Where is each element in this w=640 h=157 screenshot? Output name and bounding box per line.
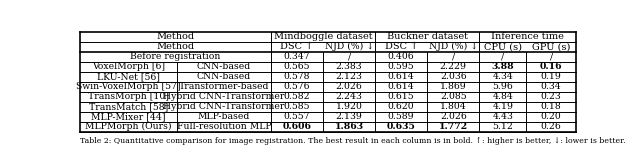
Text: 0.589: 0.589 [388, 112, 415, 121]
Text: NJD (%) ↓: NJD (%) ↓ [324, 42, 374, 51]
Text: Hybrid CNN-Transformer: Hybrid CNN-Transformer [163, 92, 285, 101]
Text: 0.18: 0.18 [541, 102, 561, 111]
Text: Swin-VoxelMorph [57]: Swin-VoxelMorph [57] [76, 82, 180, 91]
Text: Method: Method [156, 42, 195, 51]
Text: 2.243: 2.243 [335, 92, 362, 101]
Text: Before registration: Before registration [131, 52, 221, 61]
Text: MLP-Mixer [44]: MLP-Mixer [44] [91, 112, 166, 121]
Text: MLP-based: MLP-based [198, 112, 250, 121]
Text: Mindboggle dataset: Mindboggle dataset [274, 32, 372, 41]
Text: CNN-based: CNN-based [196, 62, 251, 71]
Text: 0.34: 0.34 [541, 82, 561, 91]
Text: 0.620: 0.620 [388, 102, 415, 111]
Text: GPU (s): GPU (s) [532, 42, 570, 51]
Text: /: / [348, 52, 351, 61]
Text: 5.96: 5.96 [492, 82, 513, 91]
Text: /: / [452, 52, 455, 61]
Text: /: / [550, 52, 553, 61]
Text: 4.84: 4.84 [492, 92, 513, 101]
Text: LKU-Net [56]: LKU-Net [56] [97, 72, 160, 81]
Text: NJD (%) ↓: NJD (%) ↓ [429, 42, 478, 51]
Text: 1.863: 1.863 [335, 122, 364, 131]
Text: 2.123: 2.123 [335, 72, 362, 81]
Text: 0.347: 0.347 [284, 52, 310, 61]
Text: 0.26: 0.26 [541, 122, 561, 131]
Text: 0.576: 0.576 [284, 82, 310, 91]
Text: 4.19: 4.19 [492, 102, 513, 111]
Text: 1.804: 1.804 [440, 102, 467, 111]
Text: Full-resolution MLP: Full-resolution MLP [177, 122, 271, 131]
Text: 0.557: 0.557 [284, 112, 310, 121]
Text: Inference time: Inference time [492, 32, 564, 41]
Text: 0.614: 0.614 [388, 82, 415, 91]
Text: 0.23: 0.23 [541, 92, 561, 101]
Text: 0.635: 0.635 [387, 122, 415, 131]
Text: Method: Method [156, 32, 195, 41]
Text: 4.34: 4.34 [492, 72, 513, 81]
Text: 4.43: 4.43 [492, 112, 513, 121]
Text: 2.383: 2.383 [336, 62, 362, 71]
Text: VoxelMorph [6]: VoxelMorph [6] [92, 62, 165, 71]
Text: CPU (s): CPU (s) [484, 42, 522, 51]
Text: 0.565: 0.565 [284, 62, 310, 71]
Text: TransMatch [58]: TransMatch [58] [89, 102, 168, 111]
Text: 0.606: 0.606 [282, 122, 312, 131]
Text: 2.229: 2.229 [440, 62, 467, 71]
Text: 5.12: 5.12 [492, 122, 513, 131]
Text: 0.595: 0.595 [388, 62, 415, 71]
Text: Buckner dataset: Buckner dataset [387, 32, 468, 41]
Text: 0.19: 0.19 [541, 72, 562, 81]
Text: TransMorph [10]: TransMorph [10] [88, 92, 169, 101]
Text: 0.615: 0.615 [388, 92, 415, 101]
Text: 0.578: 0.578 [284, 72, 310, 81]
Text: DSC ↑: DSC ↑ [280, 42, 314, 51]
Text: DSC ↑: DSC ↑ [385, 42, 418, 51]
Text: 1.869: 1.869 [440, 82, 467, 91]
Text: 0.585: 0.585 [284, 102, 310, 111]
Text: 0.614: 0.614 [388, 72, 415, 81]
Text: 2.139: 2.139 [335, 112, 362, 121]
Text: 2.036: 2.036 [440, 72, 467, 81]
Text: 0.582: 0.582 [284, 92, 310, 101]
Text: 1.772: 1.772 [438, 122, 468, 131]
Text: 0.16: 0.16 [540, 62, 563, 71]
Text: Hybrid CNN-Transformer: Hybrid CNN-Transformer [163, 102, 285, 111]
Text: 0.406: 0.406 [388, 52, 415, 61]
Text: 2.026: 2.026 [336, 82, 362, 91]
Text: Table 2: Quantitative comparison for image registration. The best result in each: Table 2: Quantitative comparison for ima… [80, 137, 626, 145]
Text: 2.085: 2.085 [440, 92, 467, 101]
Text: 2.026: 2.026 [440, 112, 467, 121]
Text: Transformer-based: Transformer-based [179, 82, 269, 91]
Text: CNN-based: CNN-based [196, 72, 251, 81]
Text: /: / [501, 52, 504, 61]
Text: 0.20: 0.20 [541, 112, 561, 121]
Text: MLPMorph (Ours): MLPMorph (Ours) [85, 122, 172, 131]
Text: 3.88: 3.88 [492, 62, 514, 71]
Text: 1.920: 1.920 [335, 102, 362, 111]
